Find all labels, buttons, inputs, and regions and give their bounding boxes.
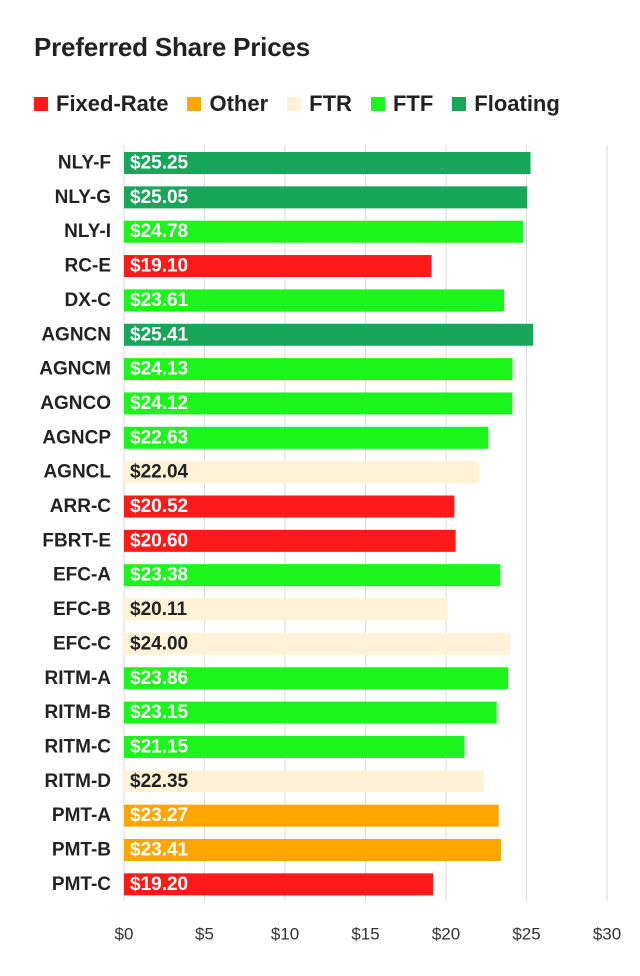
chart-title: Preferred Share Prices bbox=[34, 32, 310, 62]
bar-ritm-c bbox=[124, 735, 465, 758]
x-tick-label: $0 bbox=[115, 925, 134, 944]
category-label: EFC-C bbox=[53, 633, 111, 654]
legend-swatch-floating bbox=[452, 97, 467, 111]
bar-dx-c bbox=[124, 289, 505, 312]
category-label: AGNCO bbox=[40, 393, 111, 414]
x-tick-label: $30 bbox=[593, 925, 621, 944]
value-label: $23.27 bbox=[130, 805, 188, 826]
value-label: $21.15 bbox=[130, 736, 189, 757]
value-label: $20.60 bbox=[130, 530, 188, 551]
legend-item-ftf: FTF bbox=[370, 91, 434, 117]
category-label: RC-E bbox=[65, 256, 111, 277]
category-label: NLY-G bbox=[55, 187, 111, 208]
legend-item-other: Other bbox=[187, 91, 268, 117]
value-label: $25.05 bbox=[130, 187, 189, 208]
bar-nly-f bbox=[124, 152, 531, 174]
category-label: PMT-C bbox=[52, 874, 111, 895]
category-label: PMT-B bbox=[52, 840, 111, 861]
legend-label-ftf: FTF bbox=[392, 91, 434, 116]
legend-swatch-ftr bbox=[287, 97, 302, 111]
value-label: $20.52 bbox=[130, 496, 188, 517]
bar-nly-g bbox=[124, 186, 528, 209]
value-label: $22.35 bbox=[130, 771, 189, 792]
category-label: FBRT-E bbox=[42, 530, 111, 551]
bar-pmt-a bbox=[124, 804, 499, 827]
category-label: EFC-B bbox=[53, 599, 111, 620]
bar-rc-e bbox=[124, 255, 432, 278]
bar-pmt-b bbox=[124, 839, 501, 861]
category-label: AGNCP bbox=[42, 427, 111, 448]
bar-arr-c bbox=[124, 495, 455, 518]
x-tick-label: $15 bbox=[351, 925, 379, 944]
bar-agncn bbox=[124, 323, 534, 346]
category-label: PMT-A bbox=[52, 805, 111, 826]
value-label: $24.78 bbox=[130, 221, 188, 242]
category-label: RITM-C bbox=[45, 736, 112, 757]
bar-agncp bbox=[124, 426, 489, 449]
category-label: AGNCM bbox=[39, 359, 111, 380]
legend-label-floating: Floating bbox=[474, 91, 560, 116]
value-label: $24.00 bbox=[130, 633, 188, 654]
x-tick-label: $10 bbox=[271, 925, 299, 944]
category-label: NLY-F bbox=[58, 153, 111, 174]
bar-efc-c bbox=[124, 632, 511, 655]
value-label: $25.25 bbox=[130, 153, 189, 174]
bar-agncl bbox=[124, 461, 479, 484]
bar-ritm-a bbox=[124, 667, 509, 690]
bar-agncm bbox=[124, 358, 513, 381]
bar-efc-b bbox=[124, 598, 448, 621]
legend: Fixed-Rate Other FTR FTF Floating bbox=[34, 88, 579, 120]
bar-efc-a bbox=[124, 564, 501, 587]
bar-pmt-c bbox=[124, 873, 434, 896]
legend-label-ftr: FTR bbox=[309, 91, 352, 116]
value-label: $22.63 bbox=[130, 427, 188, 448]
value-label: $24.12 bbox=[130, 393, 188, 414]
bar-nly-i bbox=[124, 220, 523, 243]
legend-swatch-ftf bbox=[370, 97, 385, 111]
value-label: $22.04 bbox=[130, 462, 189, 483]
value-label: $23.38 bbox=[130, 565, 188, 586]
category-label: AGNCL bbox=[43, 462, 111, 483]
legend-label-fixed-rate: Fixed-Rate bbox=[56, 91, 169, 116]
value-label: $24.13 bbox=[130, 359, 188, 380]
category-label: DX-C bbox=[65, 290, 112, 311]
bar-ritm-d bbox=[124, 770, 484, 793]
legend-item-floating: Floating bbox=[452, 91, 560, 117]
legend-item-fixed-rate: Fixed-Rate bbox=[34, 91, 168, 117]
legend-swatch-other bbox=[187, 97, 202, 111]
value-label: $23.86 bbox=[130, 668, 188, 689]
category-label: RITM-A bbox=[45, 668, 112, 689]
value-label: $20.11 bbox=[130, 599, 187, 620]
category-label: RITM-B bbox=[45, 702, 111, 723]
legend-swatch-fixed-rate bbox=[34, 97, 48, 111]
category-label: NLY-I bbox=[64, 221, 111, 242]
legend-item-ftr: FTR bbox=[287, 91, 352, 117]
legend-label-other: Other bbox=[209, 91, 269, 116]
value-label: $25.41 bbox=[130, 324, 189, 345]
value-label: $23.15 bbox=[130, 702, 189, 723]
x-tick-label: $25 bbox=[512, 925, 540, 944]
category-label: RITM-D bbox=[45, 771, 111, 792]
value-label: $19.20 bbox=[130, 874, 188, 895]
bar-fbrt-e bbox=[124, 529, 456, 552]
value-label: $19.10 bbox=[130, 256, 188, 277]
value-label: $23.41 bbox=[130, 840, 189, 861]
x-tick-label: $20 bbox=[432, 925, 460, 944]
category-label: AGNCN bbox=[41, 324, 111, 345]
x-tick-label: $5 bbox=[195, 925, 214, 944]
bar-agnco bbox=[124, 392, 513, 415]
category-label: ARR-C bbox=[50, 496, 111, 517]
category-label: EFC-A bbox=[53, 565, 111, 586]
value-label: $23.61 bbox=[130, 290, 189, 311]
bar-ritm-b bbox=[124, 701, 497, 724]
